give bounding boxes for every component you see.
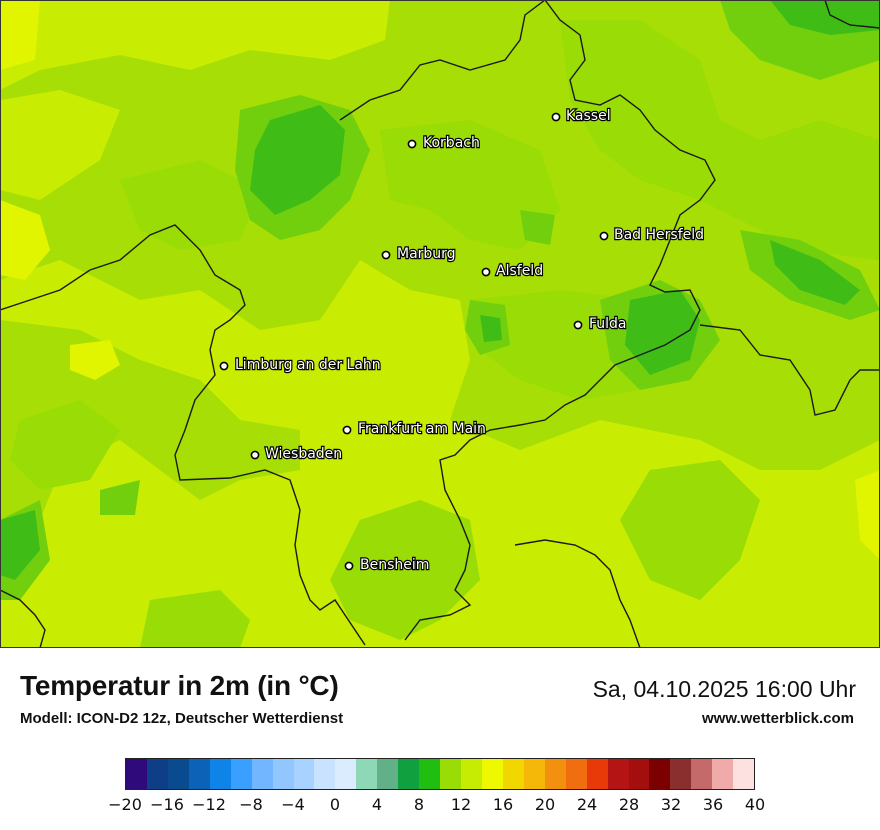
color-scale-tick-label: −4 [281, 795, 305, 814]
temperature-zone-green [0, 0, 880, 600]
color-scale-tick-label: 0 [329, 795, 341, 814]
color-scale-tick-label: −12 [192, 795, 226, 814]
city-label: Bensheim [360, 557, 429, 573]
city-kassel[interactable]: Kassel [551, 107, 612, 125]
temperature-zone-lime [10, 20, 880, 648]
color-swatch [691, 759, 713, 789]
color-swatch [126, 759, 147, 789]
color-swatch [146, 759, 168, 789]
color-swatch [272, 759, 294, 789]
color-swatch [251, 759, 273, 789]
color-swatch [565, 759, 587, 789]
color-swatch [440, 759, 461, 789]
color-scale-tick-label: 16 [492, 795, 514, 814]
color-swatch [586, 759, 608, 789]
color-swatch [523, 759, 545, 789]
color-swatch [544, 759, 566, 789]
color-swatch [209, 759, 231, 789]
city-marker [573, 320, 583, 330]
city-marker [551, 112, 561, 122]
city-korbach[interactable]: Korbach [407, 134, 481, 152]
legend-panel: Temperatur in 2m (in °C) Modell: ICON-D2… [0, 648, 880, 830]
city-label: Bad Hersfeld [614, 227, 704, 243]
color-scale-tick-label: −16 [150, 795, 184, 814]
city-wiesbaden[interactable]: Wiesbaden [250, 445, 343, 463]
color-swatch [628, 759, 650, 789]
color-scale-bar [125, 758, 755, 790]
city-label: Frankfurt am Main [358, 421, 486, 437]
city-marker [481, 267, 491, 277]
city-fulda[interactable]: Fulda [573, 315, 628, 333]
color-scale-tick-label: 32 [660, 795, 682, 814]
model-source: Modell: ICON-D2 12z, Deutscher Wetterdie… [20, 710, 344, 727]
city-label: Wiesbaden [265, 446, 342, 462]
city-label: Marburg [397, 246, 456, 262]
city-label: Fulda [589, 316, 627, 332]
temperature-map[interactable]: Kassel Korbach Bad Hersfeld Marburg Alsf… [0, 0, 880, 648]
color-swatch [356, 759, 378, 789]
website-link[interactable]: www.wetterblick.com [702, 710, 854, 727]
city-label: Kassel [566, 108, 611, 124]
color-swatch [607, 759, 629, 789]
color-scale-tick-label: 12 [450, 795, 472, 814]
color-swatch [670, 759, 692, 789]
color-scale-tick-label: −8 [239, 795, 263, 814]
color-swatch [419, 759, 441, 789]
color-swatch [712, 759, 734, 789]
city-marker [344, 561, 354, 571]
city-marburg[interactable]: Marburg [381, 245, 457, 263]
color-scale-tick-label: 28 [618, 795, 640, 814]
color-scale-tick-label: 8 [413, 795, 425, 814]
city-marker [407, 139, 417, 149]
city-bad-hersfeld[interactable]: Bad Hersfeld [599, 226, 705, 244]
city-marker [219, 361, 229, 371]
map-title: Temperatur in 2m (in °C) [20, 670, 339, 701]
color-scale-tick-label: 4 [371, 795, 383, 814]
color-scale-tick-label: −20 [108, 795, 142, 814]
color-swatch [733, 759, 755, 789]
state-borders [0, 0, 880, 648]
color-swatch [230, 759, 252, 789]
color-swatch [188, 759, 210, 789]
city-marker [381, 250, 391, 260]
color-scale-tick-label: 20 [534, 795, 556, 814]
city-alsfeld[interactable]: Alsfeld [481, 262, 544, 280]
city-marker [342, 425, 352, 435]
color-swatch [481, 759, 503, 789]
city-marker [599, 231, 609, 241]
color-swatch [502, 759, 524, 789]
color-scale-tick-label: 24 [576, 795, 598, 814]
color-swatch [335, 759, 357, 789]
forecast-datetime: Sa, 04.10.2025 16:00 Uhr [592, 676, 856, 702]
city-frankfurt-am-main[interactable]: Frankfurt am Main [342, 420, 487, 438]
color-scale-tick-label: 36 [702, 795, 724, 814]
city-label: Alsfeld [496, 263, 543, 279]
city-limburg-an-der-lahn[interactable]: Limburg an der Lahn [219, 356, 382, 374]
color-swatch [314, 759, 336, 789]
color-swatch [649, 759, 671, 789]
color-swatch [377, 759, 399, 789]
color-swatch [167, 759, 189, 789]
color-scale-tick-label: 40 [744, 795, 766, 814]
city-marker [250, 450, 260, 460]
city-label: Korbach [423, 135, 480, 151]
color-swatch [461, 759, 482, 789]
city-label: Limburg an der Lahn [235, 357, 381, 373]
city-bensheim[interactable]: Bensheim [344, 556, 431, 574]
color-swatch [293, 759, 315, 789]
color-swatch [398, 759, 420, 789]
